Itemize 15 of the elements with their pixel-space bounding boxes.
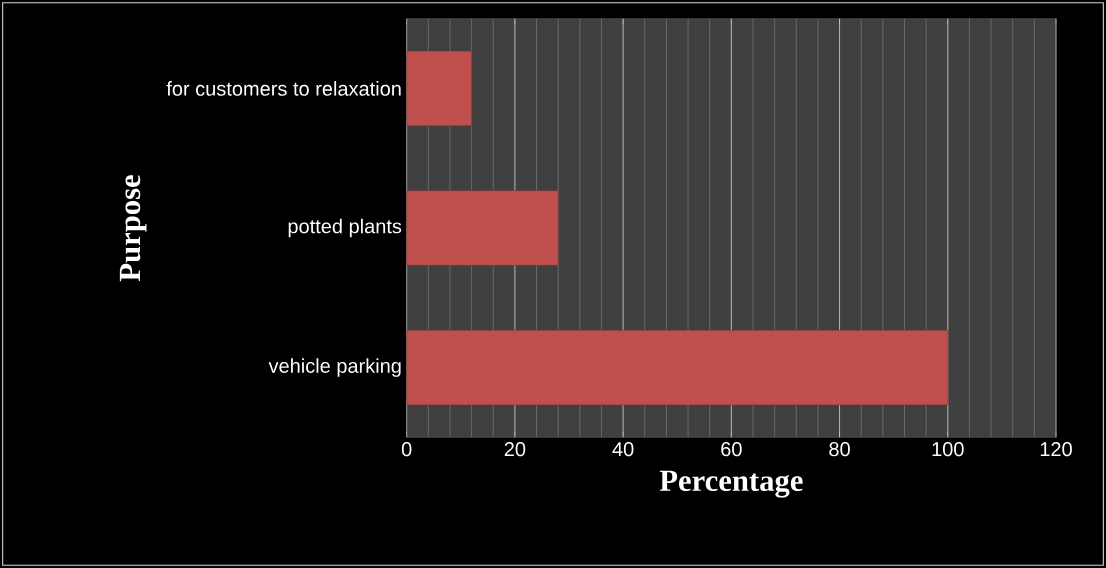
x-axis-title: Percentage <box>659 470 803 498</box>
y-axis-title: Purpose <box>119 175 147 282</box>
x-tick-label: 0 <box>401 442 412 457</box>
x-tick-label: 80 <box>829 442 850 457</box>
x-tick-label: 20 <box>504 442 526 457</box>
bar <box>406 50 472 127</box>
y-tick-label: potted plants <box>288 218 402 238</box>
bar <box>406 329 949 406</box>
bar <box>406 190 559 266</box>
y-tick-label: for customers to relaxation <box>166 81 401 96</box>
x-tick-label: 40 <box>612 442 634 457</box>
x-tick-label: 120 <box>1040 442 1072 457</box>
y-tick-label: vehicle parking <box>268 358 401 377</box>
x-tick-label: 100 <box>932 442 964 457</box>
x-tick-label: 60 <box>721 442 742 457</box>
